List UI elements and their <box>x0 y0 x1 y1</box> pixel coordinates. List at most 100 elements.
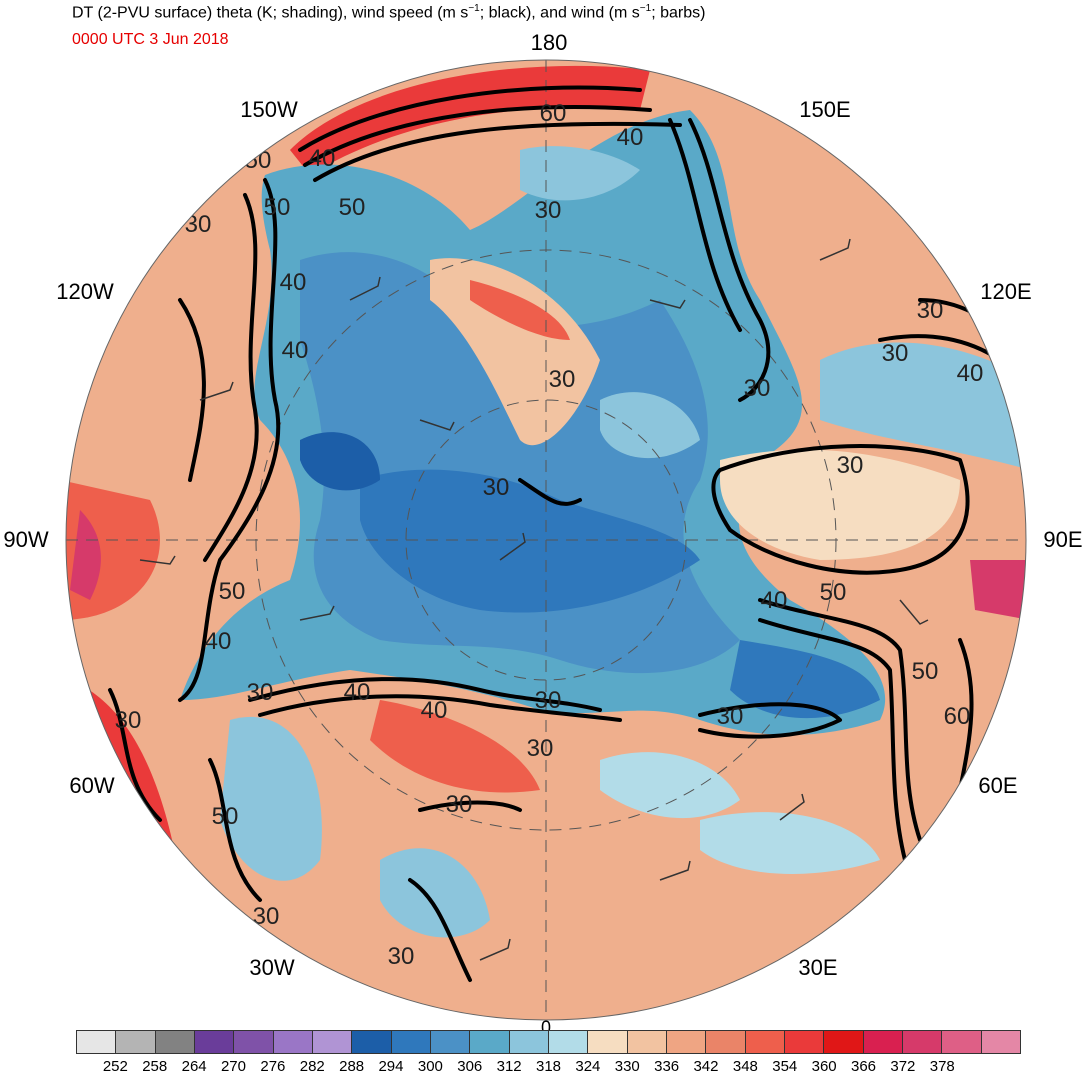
contour-label: 50 <box>264 194 291 221</box>
theta-shading-cool <box>600 752 740 819</box>
contour-label: 40 <box>280 269 307 296</box>
contour-label: 30 <box>882 340 909 367</box>
contour-label: 30 <box>744 375 771 402</box>
colorbar-tick-label: 348 <box>732 1058 758 1075</box>
colorbar-tick-label: 258 <box>142 1058 168 1075</box>
contour-label: 30 <box>115 707 142 734</box>
contour-label: 50 <box>912 658 939 685</box>
contour-label: 30 <box>535 687 562 714</box>
theta-shading-cool <box>600 392 700 459</box>
lon-label-120e: 120E <box>980 279 1032 304</box>
contour-label: 30 <box>535 197 562 224</box>
colorbar-tick-label: 354 <box>772 1058 798 1075</box>
colorbar-swatch <box>706 1031 746 1053</box>
contour-label: 50 <box>339 194 366 221</box>
colorbar-tick-label: 378 <box>929 1058 955 1075</box>
colorbar-swatch <box>548 1031 589 1053</box>
contour-label: 40 <box>344 679 371 706</box>
colorbar-tick-label: 360 <box>811 1058 837 1075</box>
contour-label: 50 <box>212 803 239 830</box>
theta-shading-hot <box>370 700 540 793</box>
theta-shading-hot <box>70 510 101 600</box>
contour-label: 30 <box>388 943 415 970</box>
colorbar-tick-label: 336 <box>654 1058 680 1075</box>
valid-time: 0000 UTC 3 Jun 2018 <box>72 31 229 48</box>
contour-label: 30 <box>917 297 944 324</box>
colorbar-swatch <box>273 1031 313 1053</box>
contour-label: 30 <box>247 679 274 706</box>
title-text: DT (2-PVU surface) theta (K; shading), w… <box>72 4 469 22</box>
theta-shading-cool <box>380 848 490 938</box>
colorbar-tick-label: 324 <box>575 1058 601 1075</box>
theta-shading-cold <box>300 432 380 491</box>
colorbar-tick-label: 300 <box>417 1058 443 1075</box>
theta-shading-cool <box>220 716 322 881</box>
colorbar-swatch <box>824 1031 864 1053</box>
colorbar-swatch <box>77 1031 117 1053</box>
colorbar-swatch <box>863 1031 903 1053</box>
colorbar-swatch <box>627 1031 667 1053</box>
colorbar-tick-label: 270 <box>220 1058 246 1075</box>
colorbar-tick-label: 312 <box>496 1058 522 1075</box>
contour-label: 60 <box>540 100 567 127</box>
contour-label: 30 <box>253 903 280 930</box>
colorbar-swatch <box>509 1031 549 1053</box>
contour-label: 30 <box>527 735 554 762</box>
lon-label-150w: 150W <box>240 97 298 122</box>
contour-label: 40 <box>617 124 644 151</box>
lon-label-0: 0 <box>540 1017 552 1038</box>
theta-shading-cool <box>820 342 1026 470</box>
theta-shading-cold <box>360 469 700 613</box>
colorbar-tick-label: 306 <box>457 1058 483 1075</box>
lon-label-60e: 60E <box>978 773 1018 798</box>
contour-label: 40 <box>282 337 309 364</box>
title-text: ; barbs) <box>651 4 706 22</box>
colorbar-swatch <box>116 1031 156 1053</box>
lon-label-150e: 150E <box>799 97 851 122</box>
colorbar-swatch <box>981 1031 1020 1053</box>
contour-label: 30 <box>717 703 744 730</box>
lon-label-90w: 90W <box>3 527 49 552</box>
colorbar-tick-label: 372 <box>890 1058 916 1075</box>
colorbar-tick-label: 294 <box>378 1058 404 1075</box>
title-superscript: −1 <box>468 3 480 14</box>
colorbar-swatch <box>588 1031 628 1053</box>
contour-label: 30 <box>446 791 473 818</box>
theta-shading-cold <box>730 640 880 719</box>
lon-label-30w: 30W <box>249 955 295 980</box>
colorbar-tick-label: 264 <box>181 1058 207 1075</box>
theta-shading-warm <box>430 258 600 446</box>
map-disk: 5060405030405040303040303030405040303040… <box>66 60 1026 1020</box>
wind-speed-contours <box>108 85 1012 982</box>
contour-label: 30 <box>837 452 864 479</box>
wind-barbs <box>139 238 929 961</box>
colorbar-tick-label: 330 <box>614 1058 640 1075</box>
colorbar-swatch <box>902 1031 943 1053</box>
colorbar-tick-label: 342 <box>693 1058 719 1075</box>
colorbar-tick-label: 282 <box>299 1058 325 1075</box>
colorbar-swatch <box>666 1031 707 1053</box>
colorbar-swatch <box>155 1031 195 1053</box>
colorbar-swatch <box>312 1031 353 1053</box>
theta-shading-hot <box>290 65 650 175</box>
contour-label: 30 <box>483 474 510 501</box>
graticule <box>66 60 1026 1020</box>
contour-label: 30 <box>549 366 576 393</box>
map-border <box>65 59 1027 1021</box>
contour-label: 40 <box>309 145 336 172</box>
contour-label: 50 <box>820 579 847 606</box>
theta-shading-hot <box>470 280 570 340</box>
contour-label: 40 <box>205 628 232 655</box>
colorbar-tick-label: 276 <box>260 1058 286 1075</box>
lon-label-30e: 30E <box>798 955 838 980</box>
contour-label: 40 <box>761 587 788 614</box>
theta-shading-cool <box>700 812 880 874</box>
lon-label-180: 180 <box>530 30 568 55</box>
theta-shading-cool <box>520 146 640 201</box>
theta-shading-hot <box>970 560 1026 620</box>
lon-label-60w: 60W <box>69 773 115 798</box>
lon-label-90e: 90E <box>1043 527 1083 552</box>
colorbar-tick-label: 252 <box>102 1058 128 1075</box>
lon-label-120w: 120W <box>56 279 114 304</box>
